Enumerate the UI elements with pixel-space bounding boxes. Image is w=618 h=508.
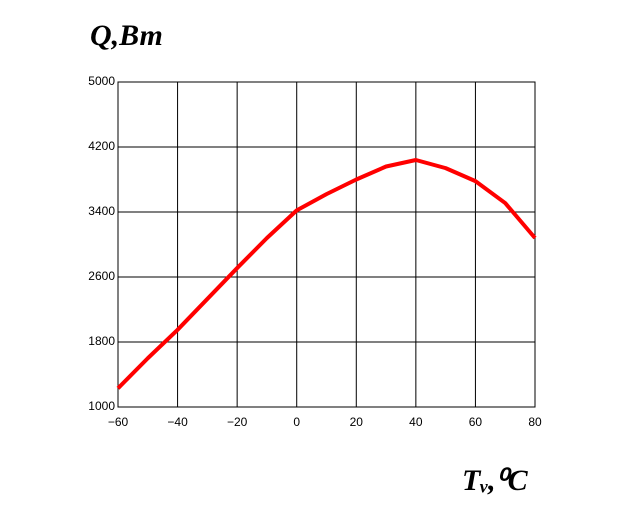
x-tick-label: 40: [409, 415, 423, 429]
y-tick-label: 1000: [88, 399, 115, 413]
x-tick-label: 0: [293, 415, 300, 429]
x-tick-label: −60: [108, 415, 129, 429]
y-axis-title: Q,Вт: [90, 19, 163, 52]
y-tick-label: 3400: [88, 204, 115, 218]
x-tick-label: −20: [227, 415, 248, 429]
x-tick-label: 60: [469, 415, 483, 429]
x-tick-label: −40: [167, 415, 188, 429]
x-axis-title: Tᵥ,⁰C: [462, 464, 529, 497]
y-tick-label: 2600: [88, 269, 115, 283]
y-tick-label: 4200: [88, 139, 115, 153]
x-tick-label: 80: [528, 415, 542, 429]
plot-border: [117, 81, 536, 408]
y-tick-label: 5000: [88, 74, 115, 88]
data-line: [116, 158, 537, 390]
x-tick-label: 20: [350, 415, 364, 429]
y-tick-label: 1800: [88, 334, 115, 348]
